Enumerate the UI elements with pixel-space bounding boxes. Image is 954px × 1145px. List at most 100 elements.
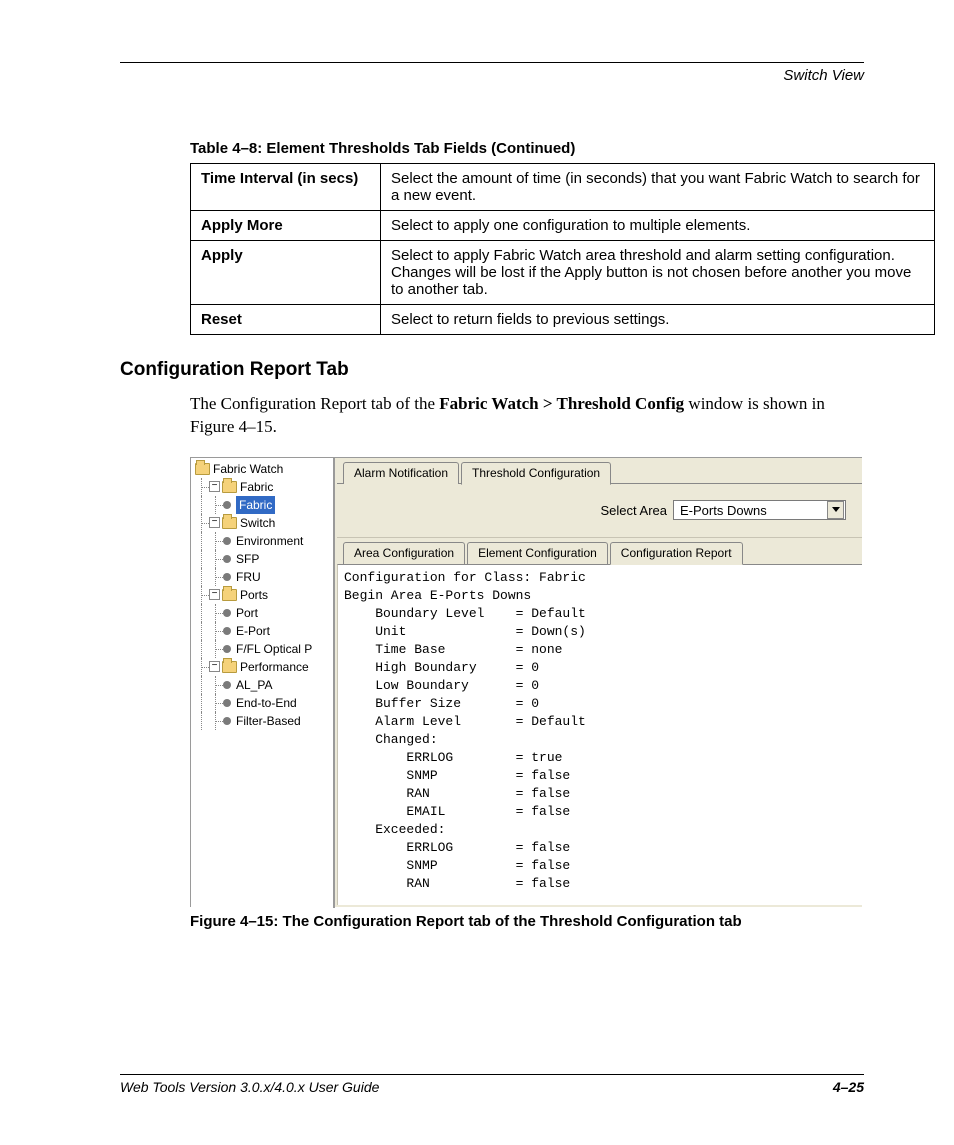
tree-row[interactable]: End-to-End xyxy=(195,694,333,712)
tree-connector xyxy=(195,532,209,550)
select-area-row: Select Area E-Ports Downs xyxy=(337,484,862,538)
tree-connector xyxy=(195,478,209,496)
tab-threshold-configuration[interactable]: Threshold Configuration xyxy=(461,462,611,485)
tree-connector xyxy=(209,676,223,694)
tree-connector xyxy=(209,532,223,550)
tree-row[interactable]: − Ports xyxy=(195,586,333,604)
tab-element-configuration[interactable]: Element Configuration xyxy=(467,542,608,564)
tree-connector xyxy=(195,568,209,586)
expander-icon[interactable]: − xyxy=(209,517,220,528)
table-row: Apply MoreSelect to apply one configurat… xyxy=(191,211,935,241)
tree-item-label: Fabric xyxy=(240,478,273,496)
tree-connector xyxy=(209,550,223,568)
folder-icon xyxy=(195,463,210,475)
tab-alarm-notification[interactable]: Alarm Notification xyxy=(343,462,459,484)
top-tabstrip: Alarm Notification Threshold Configurati… xyxy=(337,458,862,484)
tree-item-label: Switch xyxy=(240,514,275,532)
tree-item-label: Filter-Based xyxy=(236,712,301,730)
tree-item-label: FRU xyxy=(236,568,261,586)
field-name: Apply More xyxy=(191,211,381,241)
tree-connector xyxy=(195,496,209,514)
tree-row[interactable]: Filter-Based xyxy=(195,712,333,730)
tree-connector xyxy=(195,604,209,622)
field-description: Select to return fields to previous sett… xyxy=(381,305,935,335)
tree-row[interactable]: SFP xyxy=(195,550,333,568)
tree-connector xyxy=(195,676,209,694)
tree-item-label: Performance xyxy=(240,658,309,676)
bullet-icon xyxy=(223,627,231,635)
tree-item-label: E-Port xyxy=(236,622,270,640)
table-row: Time Interval (in secs)Select the amount… xyxy=(191,164,935,211)
footer-title: Web Tools Version 3.0.x/4.0.x User Guide xyxy=(120,1079,379,1095)
tree-connector xyxy=(195,640,209,658)
bullet-icon xyxy=(223,645,231,653)
config-panel: Alarm Notification Threshold Configurati… xyxy=(337,458,862,907)
folder-icon xyxy=(222,589,237,601)
select-area-dropdown[interactable]: E-Ports Downs xyxy=(673,500,846,520)
tree-item-label: Fabric Watch xyxy=(213,460,283,478)
tree-row[interactable]: Fabric xyxy=(195,496,333,514)
tree-row[interactable]: Environment xyxy=(195,532,333,550)
bullet-icon xyxy=(223,537,231,545)
tree-row[interactable]: Port xyxy=(195,604,333,622)
sub-tabstrip: Area Configuration Element Configuration… xyxy=(337,538,862,564)
tree-connector xyxy=(195,658,209,676)
bullet-icon xyxy=(223,609,231,617)
tree-row[interactable]: − Switch xyxy=(195,514,333,532)
bullet-icon xyxy=(223,717,231,725)
bullet-icon xyxy=(223,501,231,509)
footer-rule xyxy=(120,1074,864,1075)
folder-icon xyxy=(222,517,237,529)
tree-row[interactable]: FRU xyxy=(195,568,333,586)
tree-item-label: Ports xyxy=(240,586,268,604)
tree-connector xyxy=(209,712,223,730)
tab-configuration-report[interactable]: Configuration Report xyxy=(610,542,743,565)
tree-item-label: End-to-End xyxy=(236,694,297,712)
select-area-value: E-Ports Downs xyxy=(674,503,827,518)
folder-icon xyxy=(222,481,237,493)
bullet-icon xyxy=(223,555,231,563)
expander-icon[interactable]: − xyxy=(209,661,220,672)
tree-item-label: AL_PA xyxy=(236,676,272,694)
tree-row[interactable]: F/FL Optical P xyxy=(195,640,333,658)
tree-connector xyxy=(209,694,223,712)
configuration-report-text: Configuration for Class: Fabric Begin Ar… xyxy=(337,564,862,905)
field-description: Select to apply Fabric Watch area thresh… xyxy=(381,241,935,305)
bullet-icon xyxy=(223,681,231,689)
header-rule xyxy=(120,62,864,63)
tree-item-label: F/FL Optical P xyxy=(236,640,312,658)
tree-connector xyxy=(195,586,209,604)
expander-icon[interactable]: − xyxy=(209,481,220,492)
table-row: ApplySelect to apply Fabric Watch area t… xyxy=(191,241,935,305)
para-bold: Fabric Watch > Threshold Config xyxy=(439,394,684,413)
tree-row[interactable]: − Performance xyxy=(195,658,333,676)
intro-paragraph: The Configuration Report tab of the Fabr… xyxy=(190,393,860,439)
tree-row[interactable]: AL_PA xyxy=(195,676,333,694)
table-caption: Table 4–8: Element Thresholds Tab Fields… xyxy=(190,140,864,157)
tab-area-configuration[interactable]: Area Configuration xyxy=(343,542,465,564)
field-name: Apply xyxy=(191,241,381,305)
figure-caption: Figure 4–15: The Configuration Report ta… xyxy=(190,913,864,930)
tree-row[interactable]: Fabric Watch xyxy=(195,460,333,478)
bullet-icon xyxy=(223,699,231,707)
chevron-down-icon[interactable] xyxy=(827,501,844,519)
header-section: Switch View xyxy=(120,67,864,84)
tree-connector xyxy=(209,496,223,514)
tree-connector xyxy=(195,622,209,640)
expander-icon[interactable]: − xyxy=(209,589,220,600)
tree-connector xyxy=(195,550,209,568)
tree-connector xyxy=(195,514,209,532)
fields-table: Time Interval (in secs)Select the amount… xyxy=(190,163,935,335)
tree-row[interactable]: − Fabric xyxy=(195,478,333,496)
tree-item-label: Environment xyxy=(236,532,303,550)
field-name: Reset xyxy=(191,305,381,335)
field-description: Select to apply one configuration to mul… xyxy=(381,211,935,241)
tree-row[interactable]: E-Port xyxy=(195,622,333,640)
tree[interactable]: Fabric Watch − FabricFabric − SwitchEnvironm… xyxy=(191,458,333,730)
tree-item-label: SFP xyxy=(236,550,259,568)
select-area-label: Select Area xyxy=(601,503,668,518)
tree-connector xyxy=(195,712,209,730)
tree-connector xyxy=(195,694,209,712)
table-row: ResetSelect to return fields to previous… xyxy=(191,305,935,335)
screenshot-figure: Fabric Watch − FabricFabric − SwitchEnvironm… xyxy=(190,457,862,907)
